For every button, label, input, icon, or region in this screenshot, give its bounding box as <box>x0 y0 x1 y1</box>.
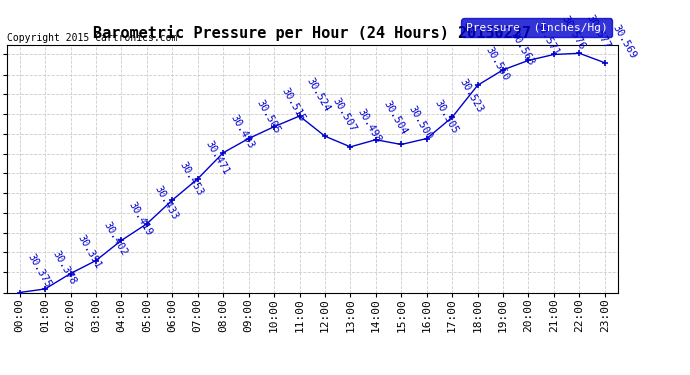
Text: 30.500: 30.500 <box>407 104 434 142</box>
Text: 30.571: 30.571 <box>534 20 562 58</box>
Text: 30.505: 30.505 <box>254 98 282 136</box>
Text: 30.504: 30.504 <box>382 99 408 137</box>
Text: Copyright 2015 Cartronics.com: Copyright 2015 Cartronics.com <box>7 33 177 42</box>
Text: 30.391: 30.391 <box>76 233 104 271</box>
Text: 30.453: 30.453 <box>178 160 205 197</box>
Text: 30.375: 30.375 <box>25 252 52 290</box>
Text: 30.569: 30.569 <box>611 22 638 60</box>
Text: 30.576: 30.576 <box>560 14 587 52</box>
Text: 30.550: 30.550 <box>483 45 511 82</box>
Text: 30.471: 30.471 <box>204 138 230 176</box>
Text: 30.577: 30.577 <box>585 13 612 51</box>
Title: Barometric Pressure per Hour (24 Hours) 20150227: Barometric Pressure per Hour (24 Hours) … <box>93 25 531 41</box>
Text: 30.505: 30.505 <box>432 98 460 136</box>
Text: 30.402: 30.402 <box>101 220 129 258</box>
Text: 30.378: 30.378 <box>50 249 78 286</box>
Text: 30.563: 30.563 <box>509 30 536 67</box>
Text: 30.419: 30.419 <box>127 200 155 238</box>
Text: 30.523: 30.523 <box>457 77 485 114</box>
Legend: Pressure  (Inches/Hg): Pressure (Inches/Hg) <box>462 18 612 37</box>
Text: 30.515: 30.515 <box>279 87 307 124</box>
Text: 30.507: 30.507 <box>331 96 358 134</box>
Text: 30.498: 30.498 <box>356 106 384 144</box>
Text: 30.433: 30.433 <box>152 183 180 221</box>
Text: 30.493: 30.493 <box>228 112 256 150</box>
Text: 30.524: 30.524 <box>305 76 333 113</box>
